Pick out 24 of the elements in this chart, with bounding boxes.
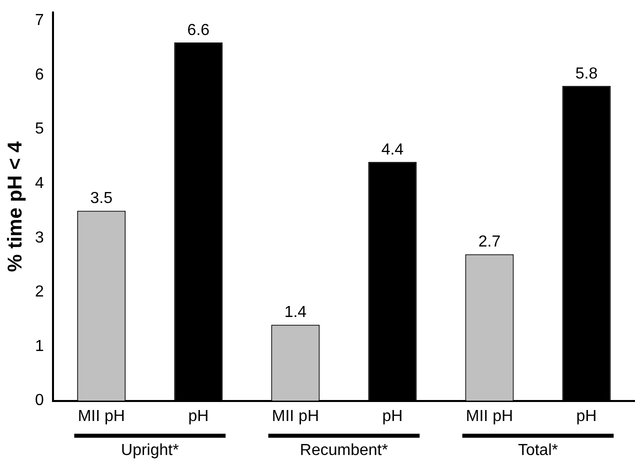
y-tick-label: 4 xyxy=(34,175,44,192)
x-tick-label: MII pH xyxy=(466,408,514,425)
y-axis-title: % time pH < 4 xyxy=(4,140,27,272)
text: Recumbent* xyxy=(300,442,388,460)
data-label: 5.8 xyxy=(575,65,598,82)
x-tick-label: pH xyxy=(382,408,403,425)
y-tick-label: 6 xyxy=(34,66,44,84)
text: Total* xyxy=(518,442,558,460)
x-tick-label: pH xyxy=(188,408,209,425)
data-label: 4.4 xyxy=(381,141,404,158)
y-tick-label: 2 xyxy=(34,284,44,301)
data-label: 3.5 xyxy=(90,190,113,208)
data-label: 1.4 xyxy=(284,304,307,322)
y-tick-label: 5 xyxy=(34,120,44,138)
y-tick-label: 0 xyxy=(34,392,44,410)
data-label: 2.7 xyxy=(478,234,501,251)
x-tick-label: pH xyxy=(576,408,597,425)
y-tick-label: 1 xyxy=(34,338,44,355)
x-tick-label: MII pH xyxy=(78,408,125,425)
y-tick-label: 3 xyxy=(34,229,44,246)
text: Upright* xyxy=(121,442,179,460)
data-label: 6.6 xyxy=(187,22,210,39)
x-tick-label: MII pH xyxy=(272,408,320,425)
y-tick-label: 7 xyxy=(34,12,44,30)
